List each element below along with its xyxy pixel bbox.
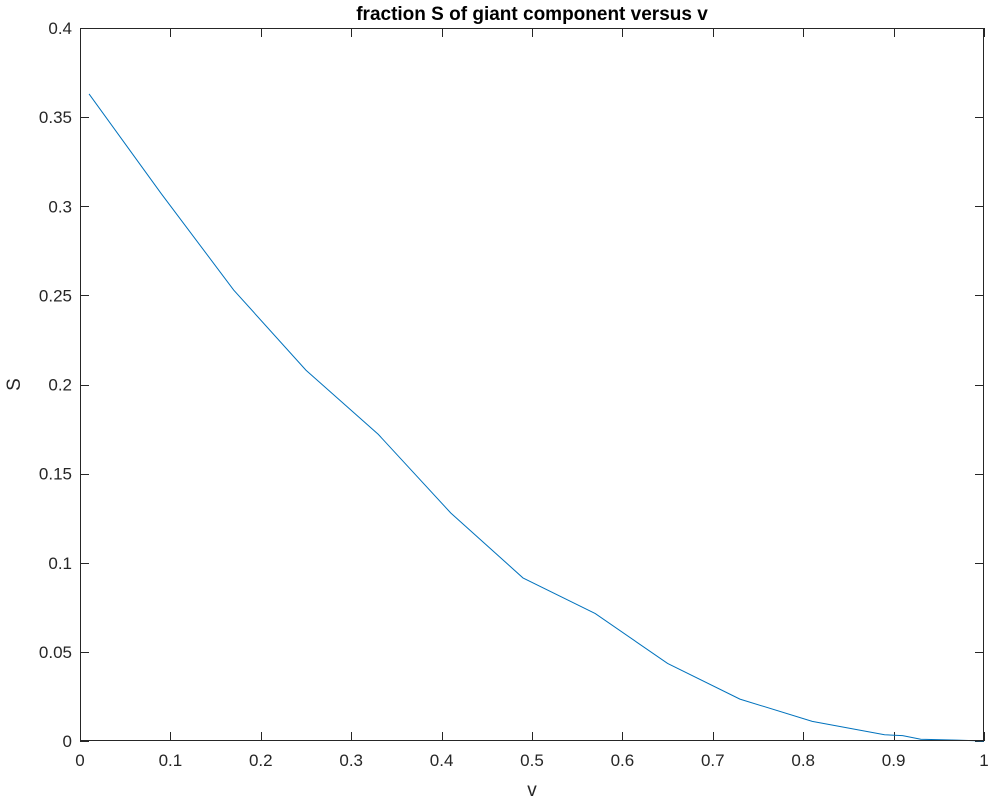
x-tick-labels: 0 0.1 0.2 0.3 0.4 0.5 0.6 0.7 0.8 0.9 1 [75, 751, 988, 770]
x-tick-label: 0.1 [159, 751, 183, 770]
x-tick-label: 0.2 [249, 751, 273, 770]
y-tick-label: 0.15 [39, 465, 72, 484]
plot-box [80, 28, 984, 741]
x-tick-label: 0.7 [701, 751, 725, 770]
y-tick-label: 0.2 [48, 376, 72, 395]
y-tick-label: 0.4 [48, 19, 72, 38]
x-tick-label: 0.6 [611, 751, 635, 770]
chart-title: fraction S of giant component versus v [356, 4, 708, 25]
x-tick-label: 0.9 [882, 751, 906, 770]
x-tick-label: 0.3 [339, 751, 363, 770]
x-tick-label: 0.5 [520, 751, 544, 770]
y-tick-label: 0.3 [48, 197, 72, 216]
y-tick-label: 0.1 [48, 554, 72, 573]
x-tick-label: 1 [979, 751, 988, 770]
x-tick-label: 0.4 [430, 751, 454, 770]
y-tick-label: 0.25 [39, 286, 72, 305]
y-tick-label: 0.05 [39, 643, 72, 662]
y-tick-label: 0 [63, 732, 72, 751]
y-axis-label: S [4, 378, 25, 391]
x-axis-label: v [527, 780, 537, 800]
y-tick-label: 0.35 [39, 108, 72, 127]
y-tick-labels: 0 0.05 0.1 0.15 0.2 0.25 0.3 0.35 0.4 [39, 19, 72, 751]
x-tick-label: 0 [75, 751, 84, 770]
plot-area [80, 28, 984, 741]
series-line [88, 93, 985, 742]
x-tick-label: 0.8 [791, 751, 815, 770]
x-axis-ticks [80, 28, 985, 741]
